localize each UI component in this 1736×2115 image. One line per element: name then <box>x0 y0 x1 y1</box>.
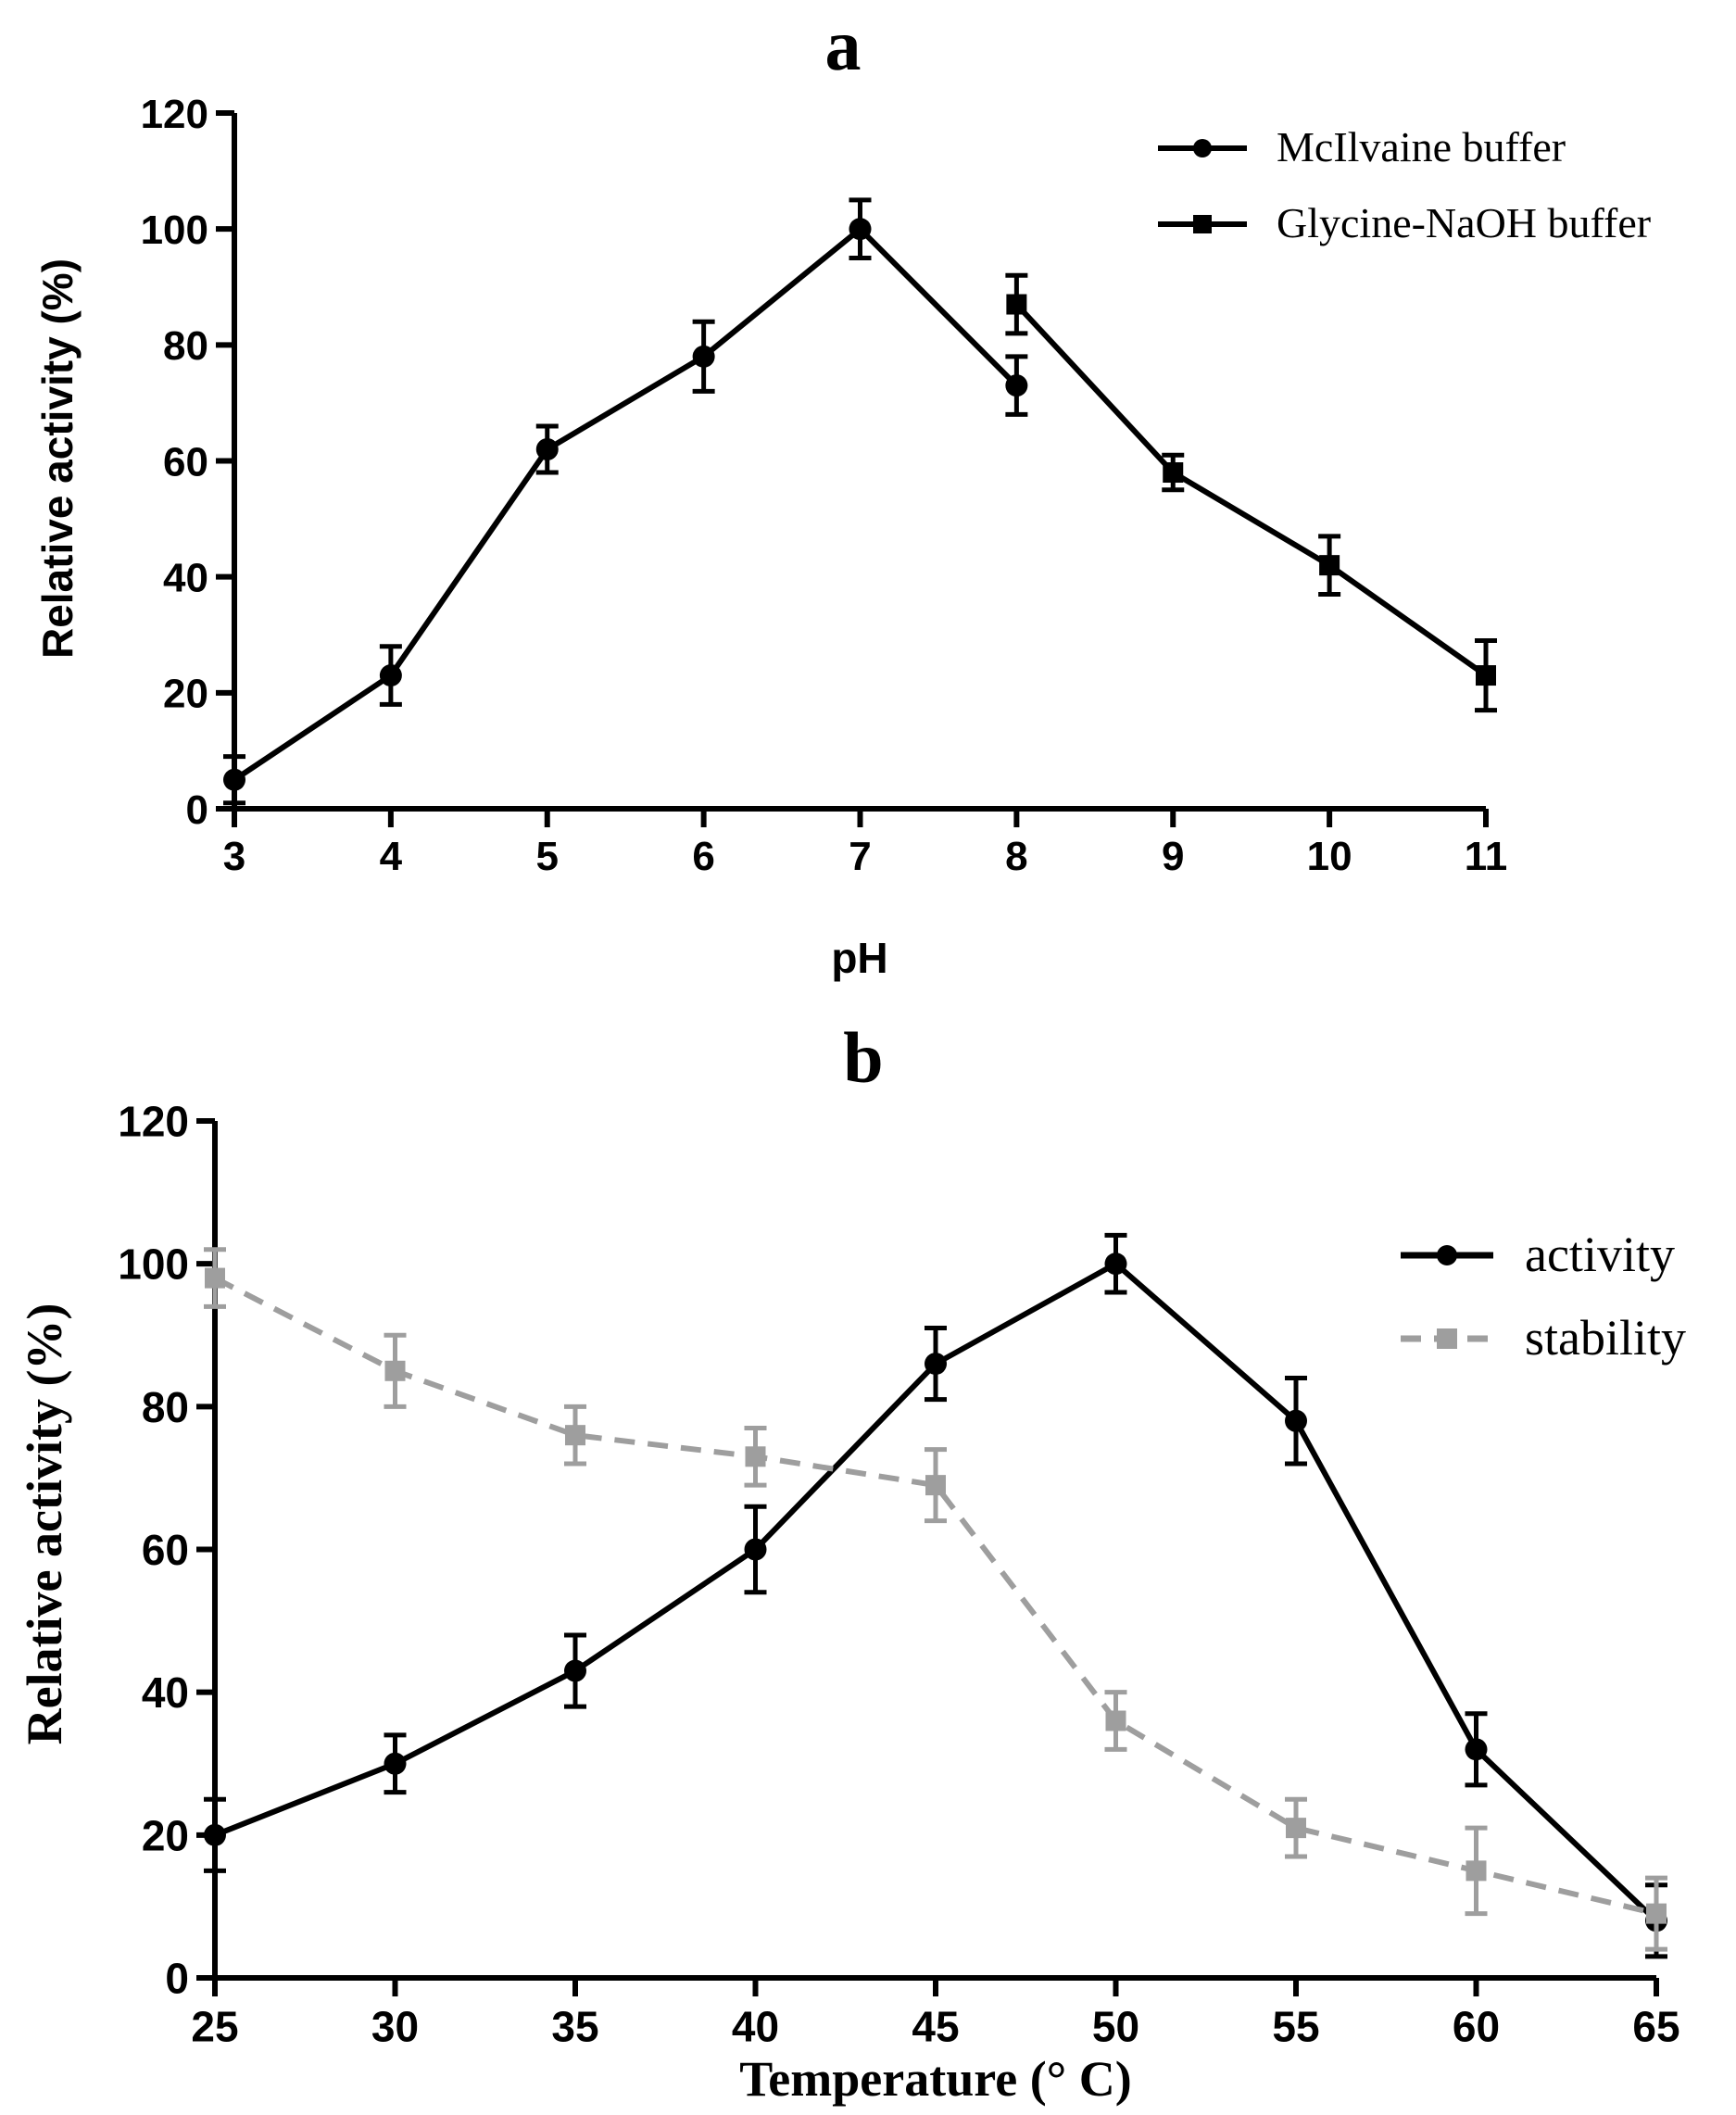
panel-b-point-stability <box>1646 1903 1667 1924</box>
panel-a-x-tick-label: 6 <box>692 834 714 879</box>
panel-a-point-glycine-naoh-buffer <box>1319 555 1340 576</box>
panel-b-point-activity <box>564 1659 586 1682</box>
panel-b-point-activity <box>744 1538 767 1561</box>
panel-b-point-activity <box>1465 1738 1488 1761</box>
panel-b-point-stability <box>925 1475 946 1496</box>
panel-a-x-axis-label: pH <box>831 934 887 982</box>
panel-a-x-tick-label: 9 <box>1162 834 1184 879</box>
panel-a-point-mcilvaine-buffer <box>1005 374 1028 397</box>
panel-a-x-tick-label: 11 <box>1465 834 1508 879</box>
panel-b-title: b <box>843 1017 883 1098</box>
panel-a-y-tick-label: 20 <box>163 672 208 717</box>
panel-b-point-activity <box>925 1353 947 1376</box>
panel-a-series-line-glycine-naoh-buffer <box>1014 302 1488 678</box>
legend-label-stability: stability <box>1525 1310 1686 1366</box>
panel-b-y-tick-label: 100 <box>118 1240 189 1289</box>
panel-b-x-tick-label: 55 <box>1272 2002 1319 2050</box>
panel-a-point-mcilvaine-buffer <box>849 218 872 241</box>
legend-label-glycine: Glycine-NaOH buffer <box>1277 199 1651 246</box>
legend-marker-mcilvaine <box>1193 139 1212 157</box>
panel-b-y-tick-label: 80 <box>142 1383 189 1431</box>
legend-marker-activity <box>1437 1245 1457 1265</box>
panel-b-point-activity <box>384 1752 407 1775</box>
panel-b-point-activity <box>204 1823 226 1846</box>
panel-b-point-stability <box>1466 1860 1487 1882</box>
panel-a-point-glycine-naoh-buffer <box>1006 294 1027 315</box>
panel-b-y-tick-label: 60 <box>142 1526 189 1574</box>
panel-b-x-tick-label: 50 <box>1092 2002 1139 2050</box>
panel-b-marks <box>204 1232 1667 1959</box>
panel-a-point-mcilvaine-buffer <box>379 664 402 687</box>
panel-b-x-tick-label: 30 <box>371 2002 419 2050</box>
panel-a-y-tick-label: 60 <box>163 439 208 485</box>
panel-b-point-activity <box>1104 1253 1127 1276</box>
panel-b-point-stability <box>384 1360 406 1381</box>
panel-a-y-tick-label: 80 <box>163 323 208 369</box>
panel-a-point-mcilvaine-buffer <box>692 345 715 368</box>
panel-a-x-tick-label: 3 <box>223 834 245 879</box>
panel-a-y-tick-label: 120 <box>141 92 208 137</box>
panel-b-point-stability <box>745 1446 766 1467</box>
panel-b-axes: 0 20 40 60 80 100 120 25 30 35 40 45 50 55 60 65 <box>118 1098 1679 2051</box>
panel-b-y-axis-label: Relative activity (%) <box>17 1303 72 1745</box>
panel-b-x-tick-label: 60 <box>1453 2002 1500 2050</box>
legend-marker-stability <box>1437 1328 1457 1349</box>
panel-b-point-stability <box>1105 1710 1126 1731</box>
legend-marker-glycine <box>1193 215 1212 233</box>
panel-a-x-tick-label: 5 <box>536 834 559 879</box>
panel-a-y-axis-label: Relative activity (%) <box>33 258 82 659</box>
panel-a-legend: McIlvaine buffer Glycine-NaOH buffer <box>1158 123 1651 246</box>
panel-b-y-tick-label: 40 <box>142 1668 189 1717</box>
panel-a-x-tick-label: 7 <box>849 834 871 879</box>
panel-a-point-glycine-naoh-buffer <box>1163 462 1184 484</box>
panel-b-x-axis-label: Temperature (° C) <box>739 2051 1132 2107</box>
panel-b-point-stability <box>1286 1818 1306 1839</box>
legend-label-activity: activity <box>1525 1227 1675 1282</box>
panel-b-x-tick-label: 65 <box>1632 2002 1679 2050</box>
panel-a-axes: 0 20 40 60 80 100 120 3 4 5 6 7 8 9 10 11 <box>141 92 1508 879</box>
panel-a-title: a <box>825 5 862 85</box>
panel-a: a 0 20 40 60 80 100 120 3 4 5 6 7 8 9 10 11 pH Relative… <box>33 5 1651 982</box>
panel-a-x-tick-label: 8 <box>1005 834 1027 879</box>
panel-b: b 0 20 40 60 80 100 120 25 30 35 40 45 50 55 60 65 Temp… <box>17 1017 1686 2107</box>
panel-b-x-tick-label: 45 <box>912 2002 959 2050</box>
panel-a-y-tick-label: 40 <box>163 556 208 601</box>
panel-b-legend: activity stability <box>1401 1227 1686 1366</box>
panel-a-marks <box>223 197 1497 806</box>
panel-b-x-tick-label: 35 <box>551 2002 598 2050</box>
panel-a-point-mcilvaine-buffer <box>535 437 559 460</box>
panel-b-point-stability <box>205 1267 225 1289</box>
panel-b-y-tick-label: 120 <box>118 1098 189 1146</box>
panel-b-point-stability <box>565 1425 585 1446</box>
legend-label-mcilvaine: McIlvaine buffer <box>1277 123 1566 170</box>
panel-b-y-tick-label: 20 <box>142 1811 189 1859</box>
panel-b-y-tick-label: 0 <box>165 1955 189 2003</box>
panel-b-x-tick-label: 25 <box>191 2002 238 2050</box>
panel-b-series-line-stability <box>213 1275 1657 1917</box>
panel-a-x-tick-label: 4 <box>380 834 403 879</box>
panel-b-x-tick-label: 40 <box>732 2002 779 2050</box>
panel-a-point-glycine-naoh-buffer <box>1476 665 1496 686</box>
panel-a-x-tick-label: 10 <box>1307 834 1352 879</box>
panel-a-series-line-mcilvaine-buffer <box>233 226 1019 783</box>
panel-a-y-tick-label: 0 <box>186 787 208 833</box>
panel-a-point-mcilvaine-buffer <box>223 768 245 791</box>
panel-a-y-tick-label: 100 <box>141 208 208 253</box>
panel-b-point-activity <box>1285 1409 1307 1432</box>
